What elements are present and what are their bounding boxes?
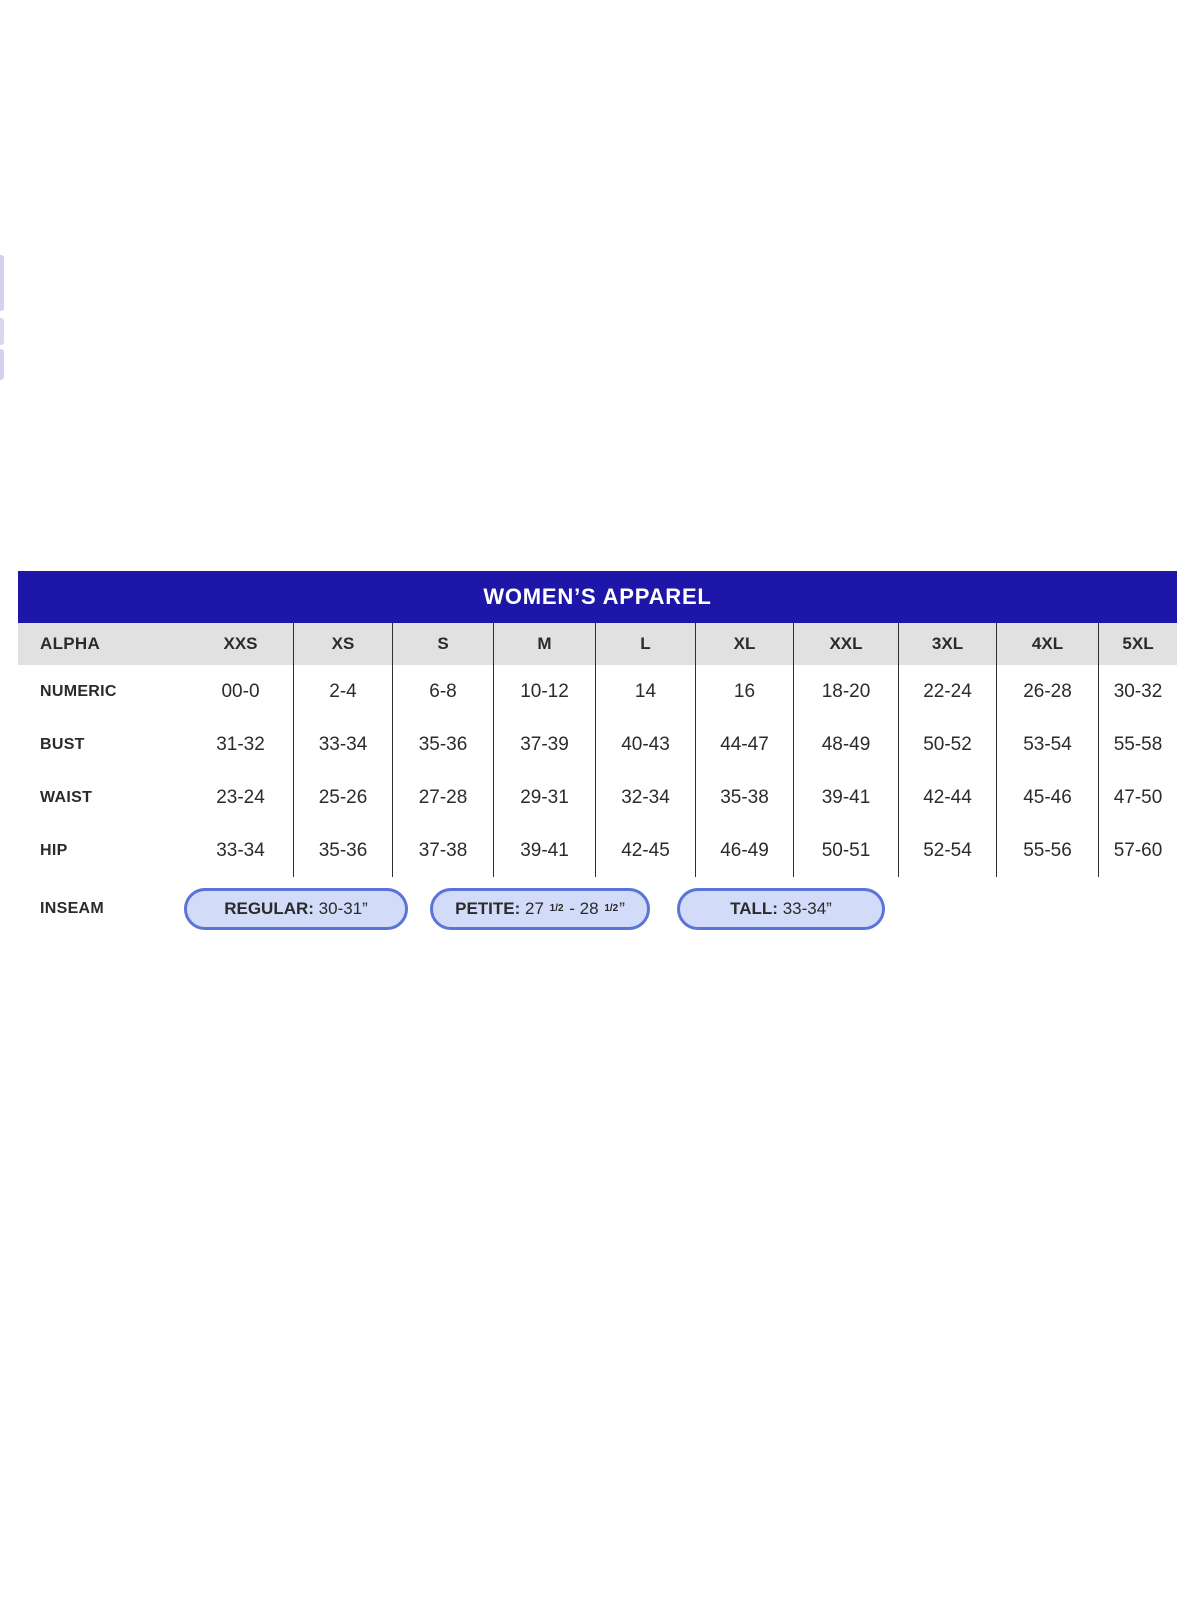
inseam-pill-value: - 28 xyxy=(564,899,604,918)
inseam-pill-regular: REGULAR: 30-31” xyxy=(184,888,408,930)
left-edge-artifact xyxy=(0,349,4,380)
size-cell: 39-41 xyxy=(493,824,595,877)
row-label: WAIST xyxy=(40,788,93,806)
size-column-header: XXL xyxy=(793,623,898,665)
size-cell: 00-0 xyxy=(221,680,260,702)
size-cell: 50-52 xyxy=(898,718,996,771)
size-cell: 42-45 xyxy=(595,824,695,877)
size-cell: 39-41 xyxy=(793,771,898,824)
size-cell: 37-39 xyxy=(493,718,595,771)
size-column-header: XXS xyxy=(188,623,293,665)
size-grid: ALPHA XXS XS S M L XL XXL 3XL 4XL 5XL NUMERIC 00-0 2-… xyxy=(18,623,1177,877)
inseam-row: INSEAM REGULAR: 30-31” PETITE: 27 1/2 - 2… xyxy=(18,887,1177,931)
size-cell: 53-54 xyxy=(996,718,1098,771)
size-cell: 45-46 xyxy=(996,771,1098,824)
inseam-pill-petite: PETITE: 27 1/2 - 28 1/2” xyxy=(430,888,650,930)
size-column-header: M xyxy=(493,623,595,665)
size-cell: 25-26 xyxy=(293,771,392,824)
size-cell: 23-24 xyxy=(216,786,265,808)
womens-apparel-size-table: WOMEN’S APPAREL ALPHA XXS XS S M L XL XXL 3XL 4XL… xyxy=(18,571,1177,931)
size-cell: 48-49 xyxy=(793,718,898,771)
inseam-pills: REGULAR: 30-31” PETITE: 27 1/2 - 28 1/2” T… xyxy=(184,887,885,931)
size-cell: 50-51 xyxy=(793,824,898,877)
size-cell: 6-8 xyxy=(392,665,493,718)
row-label: NUMERIC xyxy=(40,682,117,700)
row-label: BUST xyxy=(40,735,85,753)
inseam-row-label: INSEAM xyxy=(40,900,105,917)
size-cell: 44-47 xyxy=(695,718,793,771)
size-cell: 32-34 xyxy=(595,771,695,824)
size-cell: 10-12 xyxy=(493,665,595,718)
inseam-pill-tall: TALL: 33-34” xyxy=(677,888,885,930)
size-column-header: XS xyxy=(293,623,392,665)
size-cell: 57-60 xyxy=(1098,824,1177,877)
inseam-pill-value: ” xyxy=(619,899,625,918)
size-cell: 55-58 xyxy=(1098,718,1177,771)
size-cell: 31-32 xyxy=(216,733,265,755)
inseam-pill-name: TALL: xyxy=(730,899,783,918)
row-label: HIP xyxy=(40,841,68,859)
inseam-pill-value: 27 xyxy=(525,899,549,918)
size-column-header: 4XL xyxy=(996,623,1098,665)
size-cell: 35-36 xyxy=(293,824,392,877)
size-column-header: 5XL xyxy=(1098,623,1177,665)
size-cell: 27-28 xyxy=(392,771,493,824)
size-cell: 47-50 xyxy=(1098,771,1177,824)
size-cell: 14 xyxy=(595,665,695,718)
size-cell: 55-56 xyxy=(996,824,1098,877)
size-cell: 33-34 xyxy=(216,839,265,861)
size-cell: 18-20 xyxy=(793,665,898,718)
table-title: WOMEN’S APPAREL xyxy=(483,584,712,609)
size-column-header: L xyxy=(595,623,695,665)
size-cell: 2-4 xyxy=(293,665,392,718)
size-cell: 29-31 xyxy=(493,771,595,824)
left-edge-artifact xyxy=(0,318,4,345)
inseam-pill-name: PETITE: xyxy=(455,899,526,918)
left-edge-artifact xyxy=(0,255,4,311)
alpha-column-header: ALPHA xyxy=(18,623,188,665)
size-column-header: S xyxy=(392,623,493,665)
size-cell: 22-24 xyxy=(898,665,996,718)
inseam-pill-value: 33-34” xyxy=(782,899,832,918)
inseam-pill-name: REGULAR: xyxy=(224,899,319,918)
size-cell: 30-32 xyxy=(1098,665,1177,718)
size-cell: 16 xyxy=(695,665,793,718)
inseam-pill-value: 30-31” xyxy=(318,899,368,918)
size-cell: 46-49 xyxy=(695,824,793,877)
size-cell: 35-36 xyxy=(392,718,493,771)
size-cell: 35-38 xyxy=(695,771,793,824)
table-header-band: WOMEN’S APPAREL xyxy=(18,571,1177,623)
size-cell: 42-44 xyxy=(898,771,996,824)
size-cell: 33-34 xyxy=(293,718,392,771)
size-cell: 37-38 xyxy=(392,824,493,877)
size-cell: 26-28 xyxy=(996,665,1098,718)
size-column-header: XL xyxy=(695,623,793,665)
size-column-header: 3XL xyxy=(898,623,996,665)
size-cell: 40-43 xyxy=(595,718,695,771)
size-cell: 52-54 xyxy=(898,824,996,877)
